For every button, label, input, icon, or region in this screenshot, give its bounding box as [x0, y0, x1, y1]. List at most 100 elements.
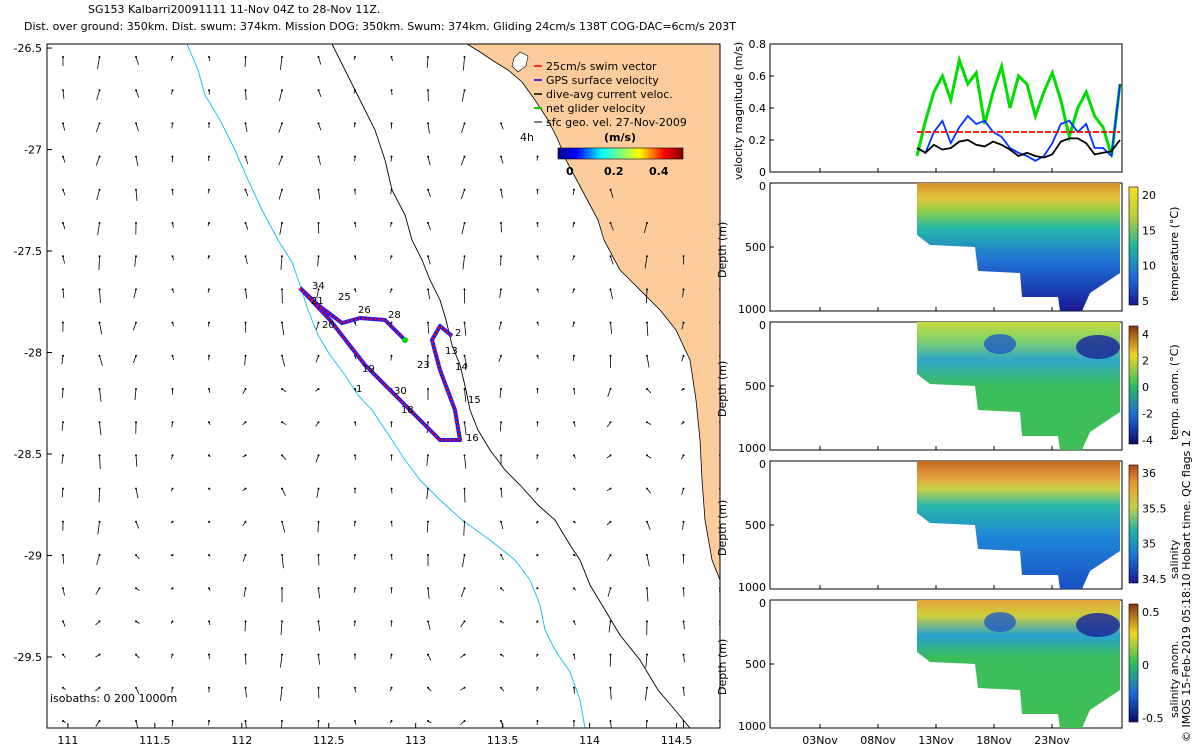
- colorbar-tick-label: 20: [1142, 189, 1156, 202]
- depth-tick-label: 0: [759, 180, 766, 193]
- velocity-axis-ticks: 0 0.2 0.4 0.6 0.8: [749, 38, 774, 179]
- map-colorbar-tick-1: 0.2: [604, 165, 624, 178]
- map-legend: 25cm/s swim vector GPS surface velocity …: [520, 60, 687, 178]
- depth-tick-label: 1000: [738, 720, 766, 733]
- temp-anomaly-section: 0 500 1000 Depth (m) 4 2 0 -2 -4 temp. anom. (°C): [716, 319, 1181, 455]
- land: [466, 44, 720, 581]
- map-ytick-label: -29: [24, 549, 42, 562]
- velocity-series-line: [915, 54, 1122, 157]
- velocity-plot-area: [769, 43, 1123, 173]
- track-label: 1: [356, 384, 362, 395]
- map-ytick-label: -28.5: [14, 448, 42, 461]
- section-colorbar: [1128, 464, 1139, 584]
- legend-sfc-geo-vel: sfc geo. vel. 27-Nov-2009: [546, 116, 687, 129]
- map-xtick-label: 112: [231, 734, 252, 747]
- map-xtick-label: 113.5: [487, 734, 519, 747]
- footer-credit: © IMOS 15-Feb-2019 05:18:10 Hobart time.…: [1180, 430, 1193, 742]
- land-island: [511, 51, 529, 73]
- velocity-series-line: [916, 83, 1121, 162]
- colorbar-tick-label: -2: [1142, 408, 1153, 421]
- marker-4h-label: 4h: [520, 131, 534, 144]
- track-label: 19: [362, 364, 375, 375]
- map-frame: [46, 43, 721, 729]
- colorbar-tick-label: 15: [1142, 224, 1156, 237]
- legend-dive-avg-current: dive-avg current veloc.: [546, 88, 673, 101]
- map-ytick-label: -27.5: [14, 245, 42, 258]
- time-tick-label: 08Nov: [860, 734, 896, 747]
- colorbar-tick-label: 34.5: [1142, 573, 1167, 586]
- depth-axis-label: Depth (m): [716, 361, 729, 417]
- depth-axis-label: Depth (m): [716, 222, 729, 278]
- map-colorbar-tick-2: 0.4: [649, 165, 669, 178]
- colorbar-tick-label: 0: [1142, 659, 1149, 672]
- velocity-series: [915, 54, 1122, 162]
- map-ytick-label: -26.5: [14, 42, 42, 55]
- map-xtick-label: 111: [57, 734, 78, 747]
- anomaly-blob: [1076, 335, 1120, 359]
- velocity-panel: 0 0.2 0.4 0.6 0.8 velocity magnitude (m/s): [732, 38, 1123, 180]
- track-label: 21: [311, 296, 324, 307]
- map-ytick-label: -28: [24, 347, 42, 360]
- colorbar-tick-label: 0: [1142, 381, 1149, 394]
- track-label: 18: [401, 405, 414, 416]
- map-xtick-label: 112.5: [313, 734, 345, 747]
- colorbar-tick-label: 35.5: [1142, 502, 1167, 515]
- colorbar-label: temp. anom. (°C): [1168, 344, 1181, 440]
- time-tick-label: 18Nov: [976, 734, 1012, 747]
- track-label: 26: [358, 305, 371, 316]
- isobaths-label: isobaths: 0 200 1000m: [50, 692, 177, 705]
- isobath-200m: [186, 44, 586, 728]
- anomaly-blob: [1076, 613, 1120, 637]
- colorbar-label: salinity: [1168, 539, 1181, 579]
- legend-swim-vector: 25cm/s swim vector: [546, 60, 657, 73]
- map-xtick-label: 111.5: [139, 734, 171, 747]
- depth-tick-label: 500: [745, 380, 766, 393]
- depth-axis-label: Depth (m): [716, 500, 729, 556]
- map-xtick-label: 114.5: [661, 734, 693, 747]
- map-axis-ticks: 111 111.5 112 112.5 113 113.5 114 114.5-26.5-27…: [14, 42, 693, 747]
- velocity-ytick-label: 0.8: [749, 38, 767, 51]
- depth-tick-label: 0: [759, 319, 766, 332]
- depth-tick-label: 0: [759, 458, 766, 471]
- track-label: 30: [394, 386, 407, 397]
- velocity-ylabel: velocity magnitude (m/s): [732, 42, 745, 180]
- velocity-ytick-label: 0.4: [749, 102, 767, 115]
- colorbar-tick-label: 4: [1142, 328, 1149, 341]
- map-ytick-label: -27: [24, 144, 42, 157]
- map-colorbar-title: (m/s): [604, 131, 636, 144]
- depth-tick-label: 500: [745, 241, 766, 254]
- track-label: 34: [312, 281, 325, 292]
- map-xtick-label: 114: [579, 734, 600, 747]
- time-axis-ticks: 03Nov 08Nov 13Nov 18Nov 23Nov: [802, 168, 1070, 747]
- time-tick-label: 03Nov: [802, 734, 838, 747]
- track-north-leg-swim: [299, 287, 406, 341]
- depth-tick-label: 1000: [738, 303, 766, 316]
- section-colorbar: [1128, 325, 1139, 445]
- depth-axis-label: Depth (m): [716, 639, 729, 695]
- glider-track: 34 21 25 26 28 20 2 13 23 14 191 30 18 15 16: [298, 281, 481, 444]
- legend-net-glider-velocity: net glider velocity: [546, 102, 646, 115]
- colorbar-label: salinity anom.: [1168, 640, 1181, 718]
- colorbar-tick-label: 5: [1142, 295, 1149, 308]
- section-data-fill: [917, 183, 1120, 311]
- time-tick-label: 23Nov: [1034, 734, 1070, 747]
- velocity-ytick-label: 0: [759, 166, 766, 179]
- salinity-anomaly-section: 0 500 1000 Depth (m) 0.5 0 -0.5 salinity anom.: [716, 597, 1181, 733]
- colorbar-tick-label: -0.5: [1142, 712, 1163, 725]
- track-label: 20: [322, 320, 335, 331]
- velocity-ytick-label: 0.6: [749, 70, 767, 83]
- colorbar-tick-label: 0.5: [1142, 606, 1160, 619]
- time-tick-label: 13Nov: [918, 734, 954, 747]
- colorbar-tick-label: 2: [1142, 355, 1149, 368]
- map-ytick-label: -29.5: [14, 651, 42, 664]
- track-label: 13: [445, 346, 458, 357]
- figure-title: SG153 Kalbarri20091111 11-Nov 04Z to 28-…: [88, 3, 381, 16]
- track-label: 14: [455, 362, 468, 373]
- depth-tick-label: 1000: [738, 442, 766, 455]
- section-colorbar: [1128, 603, 1139, 723]
- track-south-leg-swim: [299, 287, 462, 441]
- map-xtick-label: 113: [405, 734, 426, 747]
